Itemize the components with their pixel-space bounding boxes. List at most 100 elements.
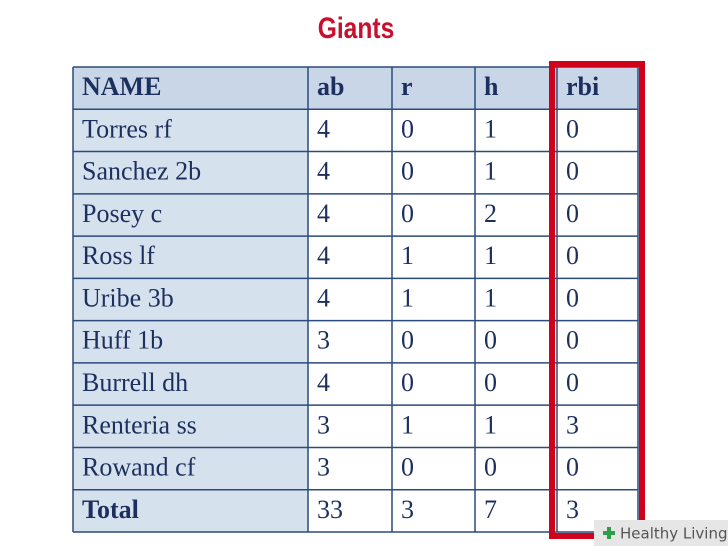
stat-cell: 0	[484, 453, 497, 482]
cell-bg	[475, 447, 557, 490]
player-name: Huff 1b	[82, 326, 163, 355]
stat-cell: 2	[484, 199, 497, 228]
header-cell: h	[484, 72, 499, 101]
cell-bg	[392, 447, 475, 490]
stat-cell: 4	[317, 241, 330, 270]
cell-bg	[475, 193, 557, 237]
player-name: Torres rf	[82, 114, 172, 143]
stat-cell: 0	[484, 326, 497, 355]
cell-bg	[475, 320, 557, 363]
cell-bg	[392, 489, 475, 532]
stat-cell: 0	[484, 368, 497, 397]
cell-bg	[308, 489, 392, 532]
cell-bg	[392, 320, 475, 363]
stat-cell: 4	[317, 114, 330, 143]
cell-bg	[557, 320, 638, 363]
stat-cell: 4	[317, 368, 330, 397]
stat-cell: 3	[317, 453, 330, 482]
cell-bg	[308, 447, 392, 490]
cell-bg	[557, 109, 638, 152]
player-name: Renteria ss	[82, 410, 197, 439]
cell-bg	[557, 278, 638, 321]
stat-cell: 0	[401, 157, 414, 186]
stat-cell: 3	[317, 410, 330, 439]
stat-cell: 3	[401, 495, 414, 524]
player-name: Burrell dh	[82, 368, 188, 397]
player-name: Posey c	[82, 199, 162, 228]
cell-bg	[392, 236, 475, 279]
cell-bg	[73, 151, 308, 194]
cell-bg	[308, 67, 392, 110]
cell-bg	[475, 236, 557, 279]
header-cell: rbi	[566, 72, 599, 101]
stat-cell: 0	[401, 453, 414, 482]
cell-bg	[308, 278, 392, 321]
cell-bg	[308, 362, 392, 406]
cell-bg	[475, 109, 557, 152]
cell-bg	[73, 320, 308, 363]
cell-bg	[73, 362, 308, 406]
player-name: Ross lf	[82, 241, 155, 270]
player-name: Sanchez 2b	[82, 157, 201, 186]
cell-bg	[73, 109, 308, 152]
cell-bg	[475, 405, 557, 448]
stat-cell: 4	[317, 283, 330, 312]
cell-bg	[392, 151, 475, 194]
stat-cell: 7	[484, 495, 497, 524]
stat-cell: 33	[317, 495, 343, 524]
stat-cell: 4	[317, 199, 330, 228]
cell-bg	[557, 447, 638, 490]
cell-bg	[557, 151, 638, 194]
cell-bg	[73, 278, 308, 321]
stat-cell: 1	[484, 410, 497, 439]
cell-bg	[308, 236, 392, 279]
stat-cell: 1	[484, 157, 497, 186]
watermark: Healthy Living	[620, 525, 728, 543]
cell-bg	[73, 405, 308, 448]
stat-cell: 0	[566, 283, 579, 312]
stat-cell: 0	[566, 157, 579, 186]
player-name: Total	[82, 495, 139, 524]
stat-cell: 1	[401, 410, 414, 439]
cell-bg	[73, 193, 308, 237]
cell-bg	[73, 489, 308, 532]
stat-cell: 0	[401, 368, 414, 397]
cell-bg	[392, 362, 475, 406]
cell-bg	[392, 405, 475, 448]
box-score-table: NAME ab r h rbi Torres rf 4 0 1 0 Sanchez 2b 4 0 1 0 Po…	[72, 66, 639, 533]
cell-bg	[73, 447, 308, 490]
cell-bg	[557, 405, 638, 448]
cell-bg	[308, 109, 392, 152]
title: Giants	[318, 11, 395, 45]
stat-cell: 0	[566, 114, 579, 143]
cell-bg	[475, 67, 557, 110]
stat-cell: 1	[401, 241, 414, 270]
cell-bg	[557, 236, 638, 279]
cell-bg	[308, 193, 392, 237]
cell-bg	[392, 67, 475, 110]
stat-cell: 0	[566, 199, 579, 228]
player-name: Uribe 3b	[82, 283, 174, 312]
cell-bg	[557, 67, 638, 110]
stat-cell: 0	[401, 199, 414, 228]
cell-bg	[475, 489, 557, 532]
cell-bg	[475, 278, 557, 321]
cell-bg	[475, 362, 557, 406]
cell-bg	[557, 362, 638, 406]
stat-cell: 0	[401, 326, 414, 355]
stat-cell: 0	[566, 453, 579, 482]
stat-cell: 0	[566, 326, 579, 355]
header-cell: NAME	[82, 72, 161, 101]
stat-cell: 0	[401, 114, 414, 143]
header-cell: ab	[317, 72, 344, 101]
cell-bg	[392, 109, 475, 152]
stat-cell: 1	[484, 283, 497, 312]
cell-bg	[557, 193, 638, 237]
stat-cell: 4	[317, 157, 330, 186]
header-cell: r	[401, 72, 413, 101]
cell-bg	[308, 405, 392, 448]
cell-bg	[308, 151, 392, 194]
stat-cell: 1	[401, 283, 414, 312]
cell-bg	[392, 278, 475, 321]
